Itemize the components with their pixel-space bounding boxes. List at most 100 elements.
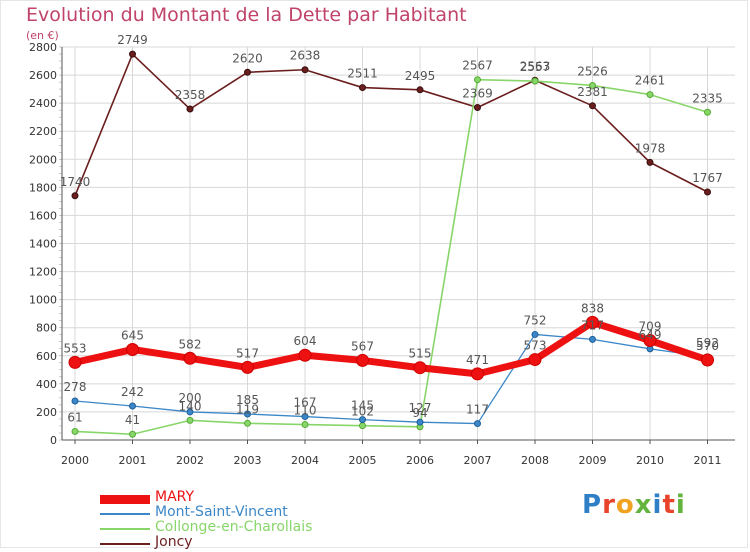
legend-swatch: [100, 543, 150, 545]
y-tick-label: 200: [36, 406, 57, 419]
data-point: [643, 333, 657, 347]
data-point: [359, 422, 366, 430]
x-tick-label: 2003: [234, 454, 262, 467]
x-tick-label: 2009: [579, 454, 607, 467]
data-label: 2369: [462, 86, 493, 100]
legend-swatch: [100, 494, 150, 504]
data-point: [359, 416, 366, 424]
x-tick-label: 2007: [464, 454, 492, 467]
data-label: 117: [466, 403, 489, 417]
data-label: 242: [121, 385, 144, 399]
data-label: 1767: [692, 171, 723, 185]
series-line-3: [74, 53, 708, 197]
data-label: 102: [351, 405, 374, 419]
data-point: [71, 397, 79, 405]
data-label: 570: [696, 339, 719, 353]
x-tick-label: 2005: [349, 454, 377, 467]
data-point: [126, 342, 139, 356]
data-label: 604: [294, 334, 317, 348]
data-point: [244, 419, 251, 427]
data-label: 2335: [692, 91, 723, 105]
y-tick-label: 2400: [29, 97, 57, 110]
legend-label: MARY: [155, 489, 195, 505]
data-point: [474, 420, 481, 428]
data-point: [301, 413, 309, 421]
data-label: 200: [179, 391, 202, 405]
y-tick-label: 2200: [29, 125, 57, 138]
x-tick-label: 2006: [406, 454, 434, 467]
data-label: 127: [409, 401, 432, 415]
logo-letter: i: [675, 490, 686, 520]
data-label: 573: [524, 339, 547, 353]
series-line-0: [74, 318, 709, 378]
data-label: 145: [351, 399, 374, 413]
data-point: [186, 416, 194, 424]
data-point: [186, 105, 194, 113]
data-point: [474, 103, 481, 111]
data-point: [413, 361, 427, 375]
data-point: [704, 188, 711, 196]
data-label: 41: [125, 413, 140, 427]
data-label: 61: [67, 410, 82, 424]
x-tick-label: 2010: [636, 454, 664, 467]
y-tick-label: 1400: [29, 238, 57, 251]
data-label: 94: [412, 406, 427, 420]
data-point: [301, 66, 309, 74]
series-line-1: [74, 333, 708, 425]
data-point: [68, 355, 82, 369]
data-point: [589, 81, 596, 89]
data-label: 2495: [405, 69, 436, 83]
logo-letter: t: [662, 490, 676, 520]
data-label: 2620: [232, 51, 263, 65]
data-label: 567: [351, 339, 374, 353]
data-point: [298, 348, 312, 362]
x-tick-label: 2001: [119, 454, 147, 467]
data-point: [356, 353, 369, 367]
data-point: [586, 315, 599, 329]
data-label: 2511: [347, 67, 378, 81]
data-label: 2749: [117, 33, 148, 47]
data-label: 119: [236, 402, 259, 416]
data-point: [528, 353, 542, 367]
data-label: 2563: [520, 59, 551, 73]
data-point: [244, 410, 251, 418]
y-tick-label: 2000: [29, 153, 57, 166]
legend-swatch: [100, 528, 150, 530]
x-tick-label: 2000: [61, 454, 89, 467]
data-point: [646, 91, 654, 99]
x-tick-label: 2004: [291, 454, 319, 467]
y-tick-label: 600: [36, 350, 57, 363]
legend-swatch: [100, 513, 150, 515]
data-point: [471, 367, 484, 381]
data-point: [704, 108, 711, 116]
logo-letter: x: [634, 490, 653, 520]
data-point: [531, 77, 539, 85]
x-tick-label: 2008: [521, 454, 549, 467]
data-label: 2526: [577, 64, 608, 78]
data-label: 1978: [635, 141, 666, 155]
data-point: [129, 430, 136, 438]
data-point: [183, 351, 197, 365]
logo-letter: o: [615, 490, 635, 520]
data-point: [129, 50, 136, 58]
data-label: 2567: [462, 59, 493, 73]
data-point: [474, 76, 481, 84]
data-label: 752: [524, 313, 547, 327]
data-point: [244, 68, 251, 76]
chart-title: Evolution du Montant de la Dette par Hab…: [26, 4, 467, 26]
data-point: [589, 102, 596, 110]
data-label: 592: [696, 336, 719, 350]
x-tick-label: 2011: [694, 454, 722, 467]
data-label: 2358: [175, 88, 206, 102]
data-point: [531, 330, 539, 338]
data-label: 709: [639, 319, 662, 333]
data-label: 1740: [60, 175, 91, 189]
data-point: [589, 335, 596, 343]
data-label: 649: [639, 328, 662, 342]
data-label: 2381: [577, 85, 608, 99]
data-label: 167: [294, 396, 317, 410]
chart-subtitle: (en €): [26, 29, 59, 42]
legend-label: Collonge-en-Charollais: [155, 519, 313, 535]
